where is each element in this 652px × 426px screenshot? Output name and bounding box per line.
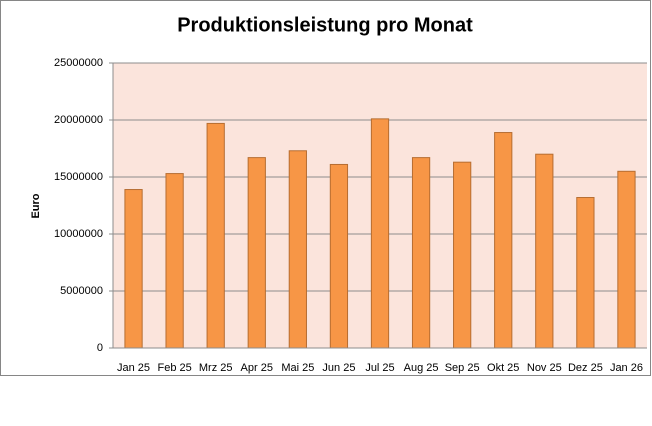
- x-tick-label: Dez 25: [568, 362, 603, 374]
- bar: [165, 173, 184, 349]
- x-tick-label: Feb 25: [157, 362, 191, 374]
- bar: [370, 118, 390, 349]
- y-tick-label: 10000000: [54, 228, 103, 240]
- bar: [329, 163, 349, 349]
- bar: [494, 132, 513, 349]
- bar: [411, 157, 431, 349]
- bar: [576, 197, 595, 349]
- bar: [617, 170, 636, 349]
- y-axis-label: Euro: [30, 193, 42, 218]
- x-tick-label: Aug 25: [404, 362, 439, 374]
- chart-title: Produktionsleistung pro Monat: [177, 14, 473, 36]
- bar: [206, 122, 225, 349]
- y-tick-label: 0: [97, 342, 103, 354]
- x-tick-label: Jan 25: [117, 362, 150, 374]
- y-tick-label: 25000000: [54, 57, 103, 69]
- y-tick-label: 5000000: [60, 285, 103, 297]
- x-tick-label: Mrz 25: [199, 362, 233, 374]
- x-tick-label: Apr 25: [241, 362, 273, 374]
- x-tick-label: Okt 25: [487, 362, 519, 374]
- bar: [288, 150, 307, 349]
- bar: [535, 153, 554, 349]
- y-tick-label: 15000000: [54, 171, 103, 183]
- bar: [124, 189, 143, 349]
- x-tick-label: Jun 25: [322, 362, 355, 374]
- x-tick-label: Jul 25: [365, 362, 394, 374]
- x-tick-label: Nov 25: [527, 362, 562, 374]
- x-tick-label: Mai 25: [281, 362, 314, 374]
- x-tick-label: Sep 25: [445, 362, 480, 374]
- bar: [247, 157, 266, 349]
- bar: [453, 161, 472, 349]
- y-tick-label: 20000000: [54, 114, 103, 126]
- x-tick-label: Jan 26: [610, 362, 643, 374]
